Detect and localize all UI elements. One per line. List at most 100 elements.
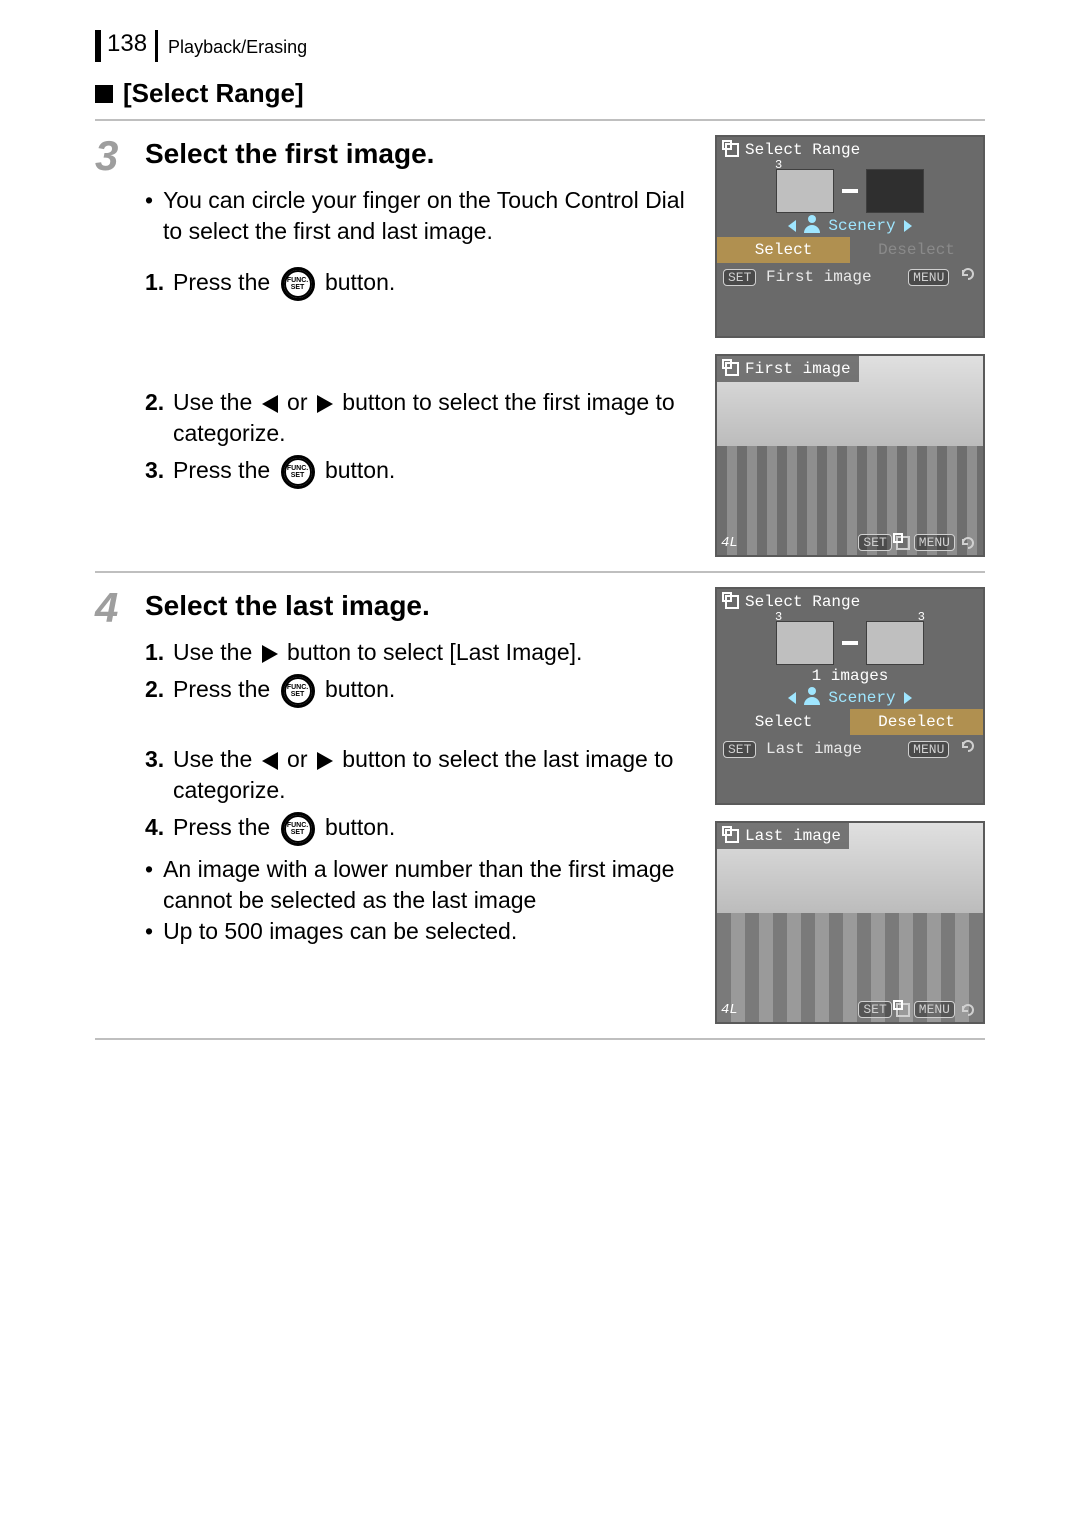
- numbered-list: 1. Use the button to select [Last Image]…: [145, 637, 695, 708]
- menu-pill: MENU: [908, 269, 949, 286]
- photo-preview: 4L SET MENU: [717, 356, 983, 555]
- photo-footer-right: SET MENU: [858, 1001, 977, 1018]
- step-number-col: 4: [95, 587, 145, 1024]
- list-item: 1. Use the button to select [Last Image]…: [173, 637, 695, 668]
- screen-column: Select Range 3 Scenery Select Deselect: [715, 135, 985, 557]
- lcd-screen-select-range: Select Range 3 Scenery Select Deselect: [715, 135, 985, 338]
- list-item: 3. Press the FUNC.SET button.: [173, 455, 695, 489]
- select-deselect-row: Select Deselect: [717, 237, 983, 263]
- category-icon: [804, 219, 820, 233]
- screen-title: Last image: [745, 827, 841, 845]
- breadcrumb: Playback/Erasing: [168, 37, 307, 62]
- step-text: Select the first image. You can circle y…: [145, 135, 695, 557]
- chevron-left-icon: [788, 692, 796, 704]
- list-item: 1. Press the FUNC.SET button.: [173, 267, 695, 301]
- step-text: Select the last image. 1. Use the button…: [145, 587, 695, 1024]
- thumbnail: 3: [776, 169, 834, 213]
- list-item: 4. Press the FUNC.SET button.: [173, 812, 695, 846]
- menu-pill: MENU: [914, 1001, 955, 1018]
- func-set-icon: FUNC.SET: [281, 674, 315, 708]
- select-option: Select: [717, 237, 850, 263]
- grid-icon: [725, 595, 739, 609]
- page-number: 138: [103, 30, 158, 62]
- category-label: Scenery: [828, 217, 895, 235]
- numbered-list: 1. Press the FUNC.SET button.: [145, 267, 695, 301]
- screen-title: First image: [745, 360, 851, 378]
- screen-footer: SET First image MENU: [717, 263, 983, 290]
- thumb-row: 3 3: [717, 615, 983, 667]
- page-header: 138 Playback/Erasing: [95, 30, 985, 62]
- chevron-right-icon: [904, 220, 912, 232]
- screen-titlebar: First image: [717, 356, 859, 382]
- func-set-icon: FUNC.SET: [281, 455, 315, 489]
- menu-pill: MENU: [914, 534, 955, 551]
- size-indicator: 4L: [721, 1002, 738, 1018]
- category-row: Scenery: [717, 687, 983, 709]
- screen-title: Select Range: [745, 593, 860, 611]
- lcd-screen-select-range: Select Range 3 3 1 images Scenery Select…: [715, 587, 985, 805]
- section-title-text: [Select Range]: [123, 78, 304, 109]
- func-set-icon: FUNC.SET: [281, 267, 315, 301]
- list-item: 3. Use the or button to select the last …: [173, 744, 695, 806]
- photo-footer-right: SET MENU: [858, 534, 977, 551]
- list-item: 2. Use the or button to select the first…: [173, 387, 695, 449]
- screen-titlebar: Select Range: [717, 589, 983, 615]
- chevron-right-icon: [904, 692, 912, 704]
- thumbnail: 3: [866, 621, 924, 665]
- arrow-left-icon: [262, 395, 278, 413]
- arrow-right-icon: [262, 645, 278, 663]
- square-bullet-icon: [95, 85, 113, 103]
- select-option: Select: [717, 709, 850, 735]
- screen-titlebar: Last image: [717, 823, 849, 849]
- category-label: Scenery: [828, 689, 895, 707]
- arrow-right-icon: [317, 752, 333, 770]
- grid-icon: [725, 143, 739, 157]
- thumb-row: 3: [717, 163, 983, 215]
- select-deselect-row: Select Deselect: [717, 709, 983, 735]
- numbered-list: 2. Use the or button to select the first…: [145, 387, 695, 489]
- step-block: 3 Select the first image. You can circle…: [95, 119, 985, 573]
- arrow-left-icon: [262, 752, 278, 770]
- bullet-item: Up to 500 images can be selected.: [163, 916, 695, 947]
- set-pill: SET: [858, 534, 891, 551]
- range-dash-icon: [842, 641, 858, 645]
- size-indicator: 4L: [721, 535, 738, 551]
- step-heading: Select the last image.: [145, 587, 695, 625]
- bullet-item: You can circle your finger on the Touch …: [163, 185, 695, 247]
- photo-preview: 4L SET MENU: [717, 823, 983, 1022]
- undo-icon: [959, 1003, 977, 1017]
- grid-icon: [896, 1003, 910, 1017]
- deselect-option: Deselect: [850, 237, 983, 263]
- category-icon: [804, 691, 820, 705]
- lcd-screen-first-image: First image 4L SET MENU: [715, 354, 985, 557]
- grid-icon: [725, 362, 739, 376]
- screen-titlebar: Select Range: [717, 137, 983, 163]
- step-number: 3: [95, 135, 145, 177]
- screen-column: Select Range 3 3 1 images Scenery Select…: [715, 587, 985, 1024]
- set-pill: SET: [723, 741, 756, 758]
- footer-left-text: Last image: [766, 740, 862, 758]
- chevron-left-icon: [788, 220, 796, 232]
- set-pill: SET: [858, 1001, 891, 1018]
- thumbnail: 3: [776, 621, 834, 665]
- section-title: [Select Range]: [95, 78, 985, 109]
- grid-icon: [725, 829, 739, 843]
- numbered-list: 3. Use the or button to select the last …: [145, 744, 695, 846]
- undo-icon: [959, 739, 977, 753]
- grid-icon: [896, 536, 910, 550]
- step-number-col: 3: [95, 135, 145, 557]
- step-number: 4: [95, 587, 145, 629]
- set-pill: SET: [723, 269, 756, 286]
- step-heading: Select the first image.: [145, 135, 695, 173]
- menu-pill: MENU: [908, 741, 949, 758]
- screen-title: Select Range: [745, 141, 860, 159]
- screen-footer: SET Last image MENU: [717, 735, 983, 762]
- undo-icon: [959, 536, 977, 550]
- range-dash-icon: [842, 189, 858, 193]
- deselect-option: Deselect: [850, 709, 983, 735]
- bullet-list: An image with a lower number than the fi…: [145, 854, 695, 947]
- category-row: Scenery: [717, 215, 983, 237]
- undo-icon: [959, 267, 977, 281]
- bullet-item: An image with a lower number than the fi…: [163, 854, 695, 916]
- bullet-list: You can circle your finger on the Touch …: [145, 185, 695, 247]
